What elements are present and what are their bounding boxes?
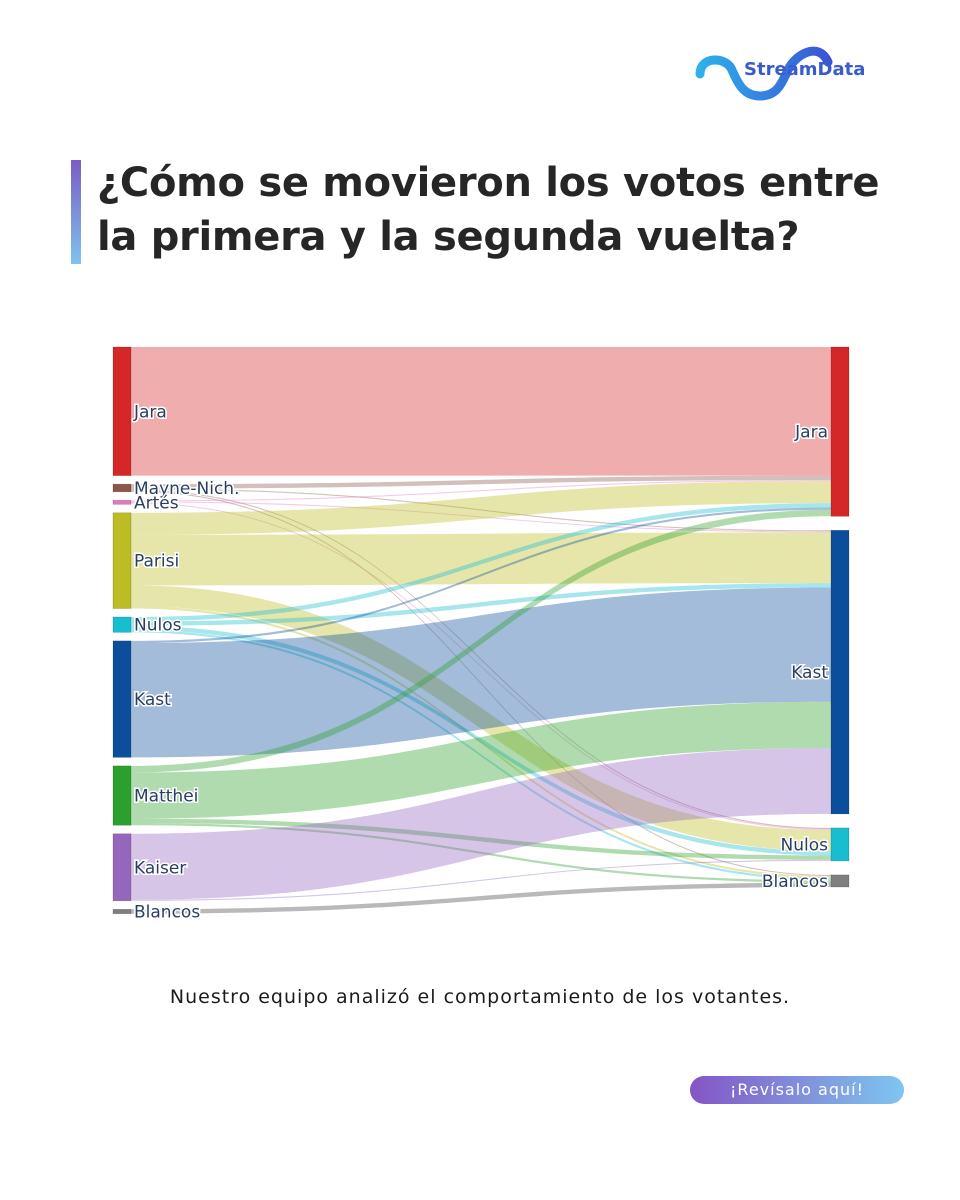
sankey-link-nulos-to-nulos bbox=[131, 625, 831, 856]
sankey-links bbox=[131, 347, 831, 914]
sankey-chart: Jara Mayne-Nich.Artés Parisi Nulos Kast Matth… bbox=[112, 346, 850, 924]
streamdata-logo-mark: StreamData bbox=[695, 46, 865, 101]
sankey-link-kast-to-kast bbox=[131, 587, 831, 758]
sankey-link-blancos-to-blancos bbox=[131, 882, 831, 914]
sankey-link-parisi-to-nulos bbox=[131, 585, 831, 852]
sankey-link-nulos-to-kast bbox=[131, 583, 831, 626]
sankey-label-left-mayne-nich-: Mayne-Nich. bbox=[134, 479, 239, 499]
sankey-link-kast-to-jara bbox=[131, 507, 831, 644]
sankey-link-mayne-nich--to-kast bbox=[131, 488, 831, 532]
sankey-node-left-parisi bbox=[112, 512, 132, 609]
page-title: ¿Cómo se movieron los votos entre la pri… bbox=[97, 156, 897, 264]
sankey-label-right-kast: Kast bbox=[791, 663, 828, 683]
title-line-1: ¿Cómo se movieron los votos entre bbox=[97, 160, 880, 206]
sankey-node-right-jara bbox=[830, 346, 850, 517]
sankey-link-kaiser-to-kast bbox=[131, 747, 831, 900]
sankey-link-matthei-to-jara bbox=[131, 509, 831, 773]
sankey-link-kaiser-to-nulos bbox=[131, 859, 831, 901]
sankey-link-matthei-to-kast bbox=[131, 701, 831, 819]
sankey-node-left-blancos bbox=[112, 909, 132, 915]
sankey-label-left-kast: Kast bbox=[134, 690, 171, 710]
sankey-node-right-nulos bbox=[830, 827, 850, 862]
sankey-node-right-blancos bbox=[830, 874, 850, 888]
logo-wordmark: StreamData bbox=[744, 59, 865, 80]
review-button[interactable]: ¡Revísalo aquí! bbox=[690, 1076, 904, 1104]
sankey-label-left-kaiser: Kaiser bbox=[134, 858, 186, 878]
sankey-labels: Jara Mayne-Nich.Artés Parisi Nulos Kast Matth… bbox=[132, 401, 830, 924]
sankey-label-left-art-s: Artés bbox=[134, 493, 179, 513]
sankey-link-parisi-to-jara bbox=[131, 481, 831, 535]
sankey-label-left-nulos: Nulos bbox=[134, 616, 182, 636]
sankey-link-jara-to-jara bbox=[131, 347, 831, 476]
sankey-link-art-s-to-kast bbox=[131, 501, 831, 533]
title-accent-bar bbox=[71, 160, 81, 264]
sankey-label-right-nulos: Nulos bbox=[781, 835, 829, 855]
sankey-node-right-kast bbox=[830, 529, 850, 815]
sankey-link-matthei-to-blancos bbox=[131, 823, 831, 883]
sankey-node-left-kaiser bbox=[112, 833, 132, 902]
sankey-label-right-blancos: Blancos bbox=[762, 872, 828, 892]
sankey-node-left-nulos bbox=[112, 616, 132, 633]
sankey-node-left-matthei bbox=[112, 765, 132, 826]
sankey-link-nulos-to-jara bbox=[131, 503, 831, 622]
sankey-link-mayne-nich--to-nulos bbox=[131, 489, 831, 830]
sankey-node-left-art-s bbox=[112, 500, 132, 505]
sankey-node-left-mayne-nich- bbox=[112, 483, 132, 493]
sankey-label-left-matthei: Matthei bbox=[134, 787, 198, 807]
sankey-label-right-jara: Jara bbox=[794, 423, 828, 443]
sankey-link-parisi-to-blancos bbox=[131, 606, 831, 879]
sankey-link-parisi-to-kast bbox=[131, 532, 831, 586]
title-line-2: la primera y la segunda vuelta? bbox=[97, 214, 800, 260]
sankey-link-matthei-to-nulos bbox=[131, 818, 831, 860]
sankey-node-left-kast bbox=[112, 640, 132, 758]
sankey-link-art-s-to-nulos bbox=[131, 502, 831, 831]
sankey-label-left-blancos: Blancos bbox=[134, 903, 200, 923]
streamdata-logo: StreamData bbox=[694, 36, 884, 106]
sankey-link-nulos-to-blancos bbox=[131, 630, 831, 881]
sankey-link-art-s-to-jara bbox=[131, 480, 831, 502]
sankey-nodes bbox=[112, 346, 850, 915]
subtitle: Nuestro equipo analizó el comportamiento… bbox=[169, 986, 791, 1008]
sankey-node-left-jara bbox=[112, 346, 132, 476]
sankey-link-mayne-nich--to-jara bbox=[131, 475, 831, 489]
sankey-label-left-parisi: Parisi bbox=[134, 552, 179, 572]
sankey-label-left-jara: Jara bbox=[133, 402, 167, 422]
sankey-link-mayne-nich--to-blancos bbox=[131, 490, 831, 877]
